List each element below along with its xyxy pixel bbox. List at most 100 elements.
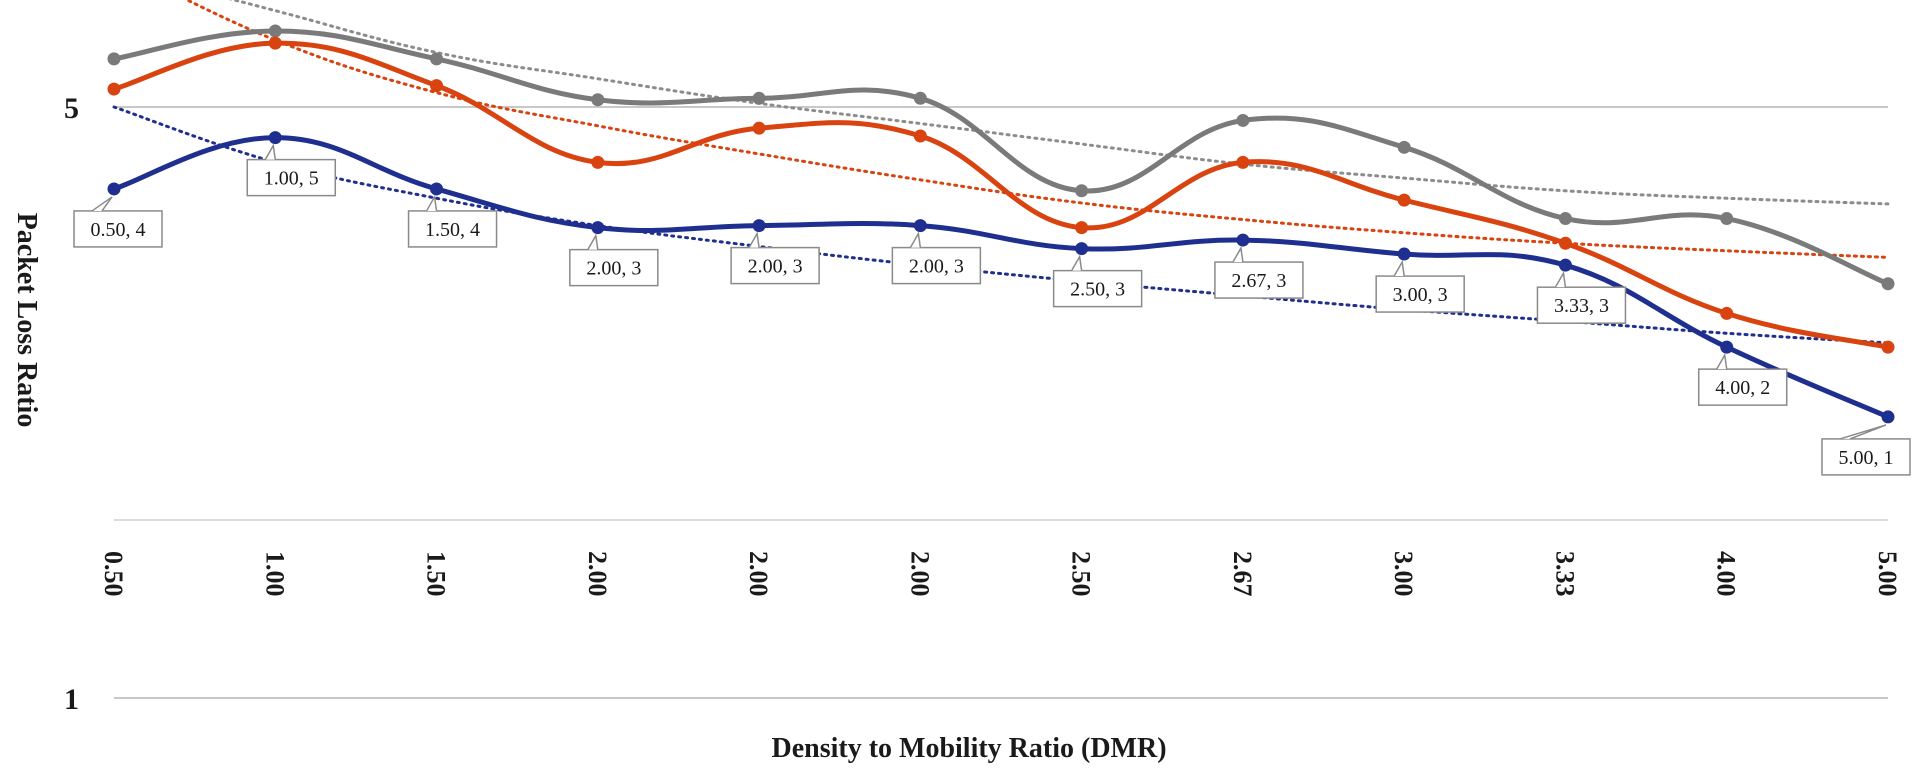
data-point xyxy=(591,93,605,107)
data-label-pointer xyxy=(1554,270,1567,288)
data-label-pointer xyxy=(425,194,438,212)
x-tick-label: 4.00 xyxy=(1712,551,1741,597)
data-label-box xyxy=(569,248,659,287)
data-label-box xyxy=(1697,368,1788,406)
data-label-box xyxy=(1536,286,1627,324)
data-label-text: 1.50, 4 xyxy=(425,219,480,241)
data-label-text: 5.00, 1 xyxy=(1839,447,1894,469)
data-point xyxy=(1397,140,1411,154)
data-point xyxy=(591,221,605,235)
data-point xyxy=(1075,242,1089,256)
data-point xyxy=(268,131,282,145)
x-tick-label: 1.50 xyxy=(422,551,451,597)
data-label-box xyxy=(1214,261,1304,299)
data-label-text: 3.33, 3 xyxy=(1554,295,1609,317)
x-tick-label: 2.00 xyxy=(583,551,612,597)
y-tick-1: 1 xyxy=(64,683,79,716)
x-tick-label: 2.00 xyxy=(744,551,773,597)
series-line-3 xyxy=(113,28,1889,287)
data-point xyxy=(1720,306,1734,320)
data-point xyxy=(1881,340,1895,354)
data-point xyxy=(913,219,927,233)
y-tick-labels: 15 xyxy=(64,92,79,716)
data-point xyxy=(1075,221,1089,235)
data-point xyxy=(107,52,121,66)
data-point xyxy=(752,91,766,105)
series-line-1 xyxy=(113,135,1889,420)
data-label-text: 0.50, 4 xyxy=(91,219,146,241)
data-label-box xyxy=(891,246,982,285)
x-axis-title: Density to Mobility Ratio (DMR) xyxy=(771,733,1166,764)
y-axis-title: Packet Loss Ratio xyxy=(11,213,42,428)
data-point xyxy=(430,52,444,66)
data-label-pointer xyxy=(1839,424,1887,440)
data-label: 5.00, 1 xyxy=(1821,424,1911,476)
data-label-pointer xyxy=(748,231,760,248)
series-lines xyxy=(107,24,1895,424)
data-label-box xyxy=(730,246,820,285)
data-label-box xyxy=(246,158,337,197)
trendline-3 xyxy=(228,0,1890,206)
data-labels: 0.50, 4 1.00, 5 1.50, 4 2.00, 3 2.00, 3 2.00,… xyxy=(73,143,1911,476)
data-label-text: 2.67, 3 xyxy=(1231,270,1286,292)
data-label-pointer xyxy=(1232,245,1244,263)
data-label-text: 2.00, 3 xyxy=(909,256,964,278)
data-point xyxy=(1720,340,1734,354)
data-label-text: 4.00, 2 xyxy=(1715,377,1770,399)
y-tick-5: 5 xyxy=(64,92,79,125)
data-point xyxy=(1397,247,1411,261)
data-label-text: 2.00, 3 xyxy=(748,256,803,278)
data-point xyxy=(1558,258,1572,272)
data-point xyxy=(913,129,927,143)
x-tick-label: 2.67 xyxy=(1228,551,1257,597)
x-tick-label: 2.50 xyxy=(1067,551,1096,597)
data-label: 1.00, 5 xyxy=(246,143,337,197)
data-point xyxy=(1558,236,1572,250)
x-tick-label: 2.00 xyxy=(905,551,934,597)
data-point xyxy=(107,82,121,96)
data-label-box xyxy=(407,210,498,248)
x-tick-label: 0.50 xyxy=(99,551,128,597)
x-tick-label: 5.00 xyxy=(1873,551,1902,597)
data-point xyxy=(1236,233,1250,247)
data-point xyxy=(107,182,121,196)
data-label: 2.00, 3 xyxy=(891,231,982,285)
x-tick-label: 3.00 xyxy=(1389,551,1418,597)
data-point xyxy=(430,79,444,93)
data-label: 1.50, 4 xyxy=(407,194,498,248)
data-point xyxy=(1558,212,1572,226)
data-label: 2.67, 3 xyxy=(1214,245,1304,299)
data-label-box xyxy=(73,210,163,248)
series-line-2 xyxy=(113,40,1889,350)
data-point xyxy=(1720,212,1734,226)
data-point xyxy=(430,182,444,196)
data-label: 3.33, 3 xyxy=(1536,270,1627,324)
data-point xyxy=(1881,277,1895,291)
data-label-box xyxy=(1821,438,1911,476)
x-tick-label: 3.33 xyxy=(1550,551,1579,597)
data-label-pointer xyxy=(909,231,922,248)
gridlines xyxy=(114,106,1888,699)
data-point xyxy=(752,219,766,233)
x-tick-labels: 0.50 1.00 1.50 2.00 2.00 2.00 2.50 2.67 3.00 3.33… xyxy=(99,551,1902,597)
trendline-2 xyxy=(184,0,1890,259)
data-label-pointer xyxy=(587,233,599,251)
data-label-box xyxy=(1375,275,1465,313)
data-label-text: 2.50, 3 xyxy=(1070,279,1125,301)
data-point xyxy=(752,121,766,135)
data-point xyxy=(1236,155,1250,169)
data-point xyxy=(591,155,605,169)
data-label-pointer xyxy=(1393,259,1405,277)
data-label: 2.00, 3 xyxy=(730,231,820,285)
data-label-box xyxy=(1052,269,1143,308)
data-label: 0.50, 4 xyxy=(73,196,163,248)
data-point xyxy=(1075,184,1089,198)
data-point xyxy=(913,91,927,105)
data-label-text: 1.00, 5 xyxy=(264,168,319,190)
data-point xyxy=(1397,193,1411,207)
data-label-text: 2.00, 3 xyxy=(586,258,641,280)
data-label: 2.00, 3 xyxy=(569,233,659,287)
data-label: 4.00, 2 xyxy=(1697,352,1788,406)
data-point xyxy=(268,24,282,38)
